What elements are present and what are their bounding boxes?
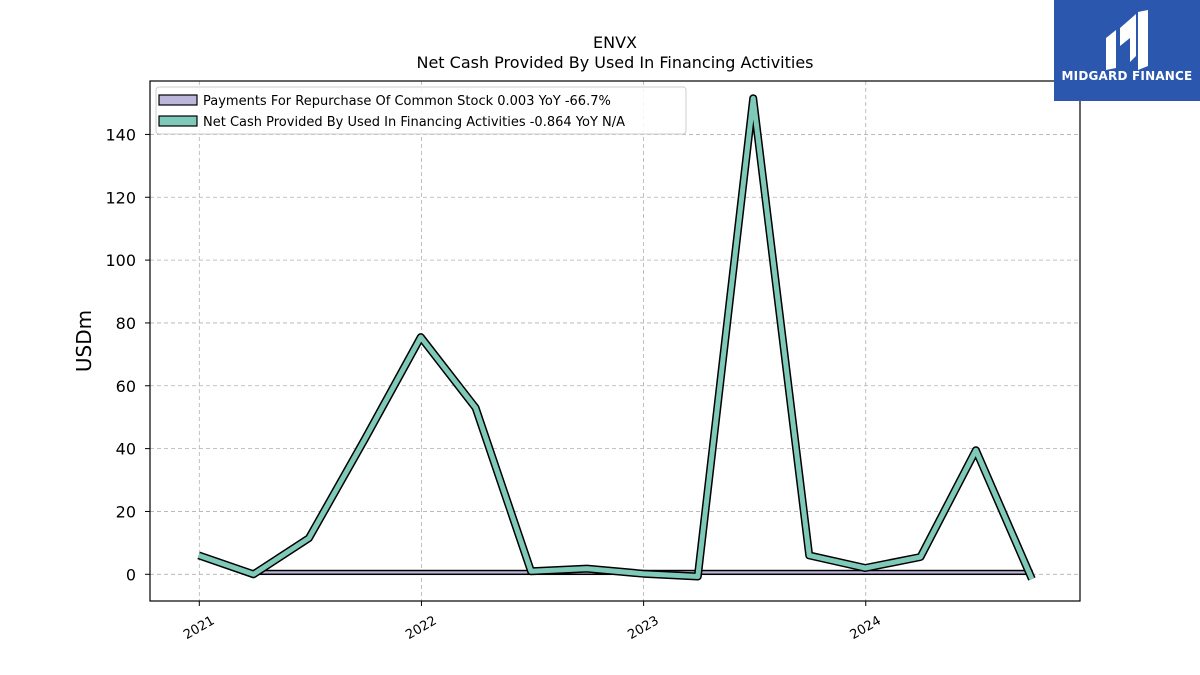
plot-frame — [149, 80, 1081, 602]
brand-logo-icon — [1106, 10, 1148, 70]
legend-entry: Payments For Repurchase Of Common Stock … — [203, 94, 611, 109]
x-tick-label: 2023 — [625, 613, 661, 643]
y-tick-label: 120 — [105, 188, 136, 207]
financing-line-outline — [197, 94, 1036, 581]
legend-swatch — [158, 115, 198, 127]
brand-logo: MIDGARD FINANCE — [1054, 0, 1200, 101]
y-axis-label: USDm — [72, 310, 96, 372]
x-tick-label: 2022 — [403, 613, 439, 643]
brand-name: MIDGARD FINANCE — [1061, 69, 1193, 83]
legend-box — [155, 86, 687, 135]
chart-subtitle: Net Cash Provided By Used In Financing A… — [416, 53, 814, 72]
y-tick-label: 20 — [116, 502, 136, 521]
chart-title: ENVX — [593, 33, 637, 52]
legend-entry: Net Cash Provided By Used In Financing A… — [203, 115, 625, 130]
x-tick-label: 2024 — [848, 613, 884, 643]
y-tick-label: 100 — [105, 251, 136, 270]
y-tick-label: 140 — [105, 125, 136, 144]
financing-line — [197, 95, 1035, 580]
x-tick-label: 2021 — [181, 613, 217, 643]
y-tick-label: 60 — [116, 377, 136, 396]
y-tick-label: 40 — [116, 440, 136, 459]
y-tick-label: 80 — [116, 314, 136, 333]
y-tick-label: 0 — [126, 565, 136, 584]
legend-swatch — [158, 94, 198, 106]
